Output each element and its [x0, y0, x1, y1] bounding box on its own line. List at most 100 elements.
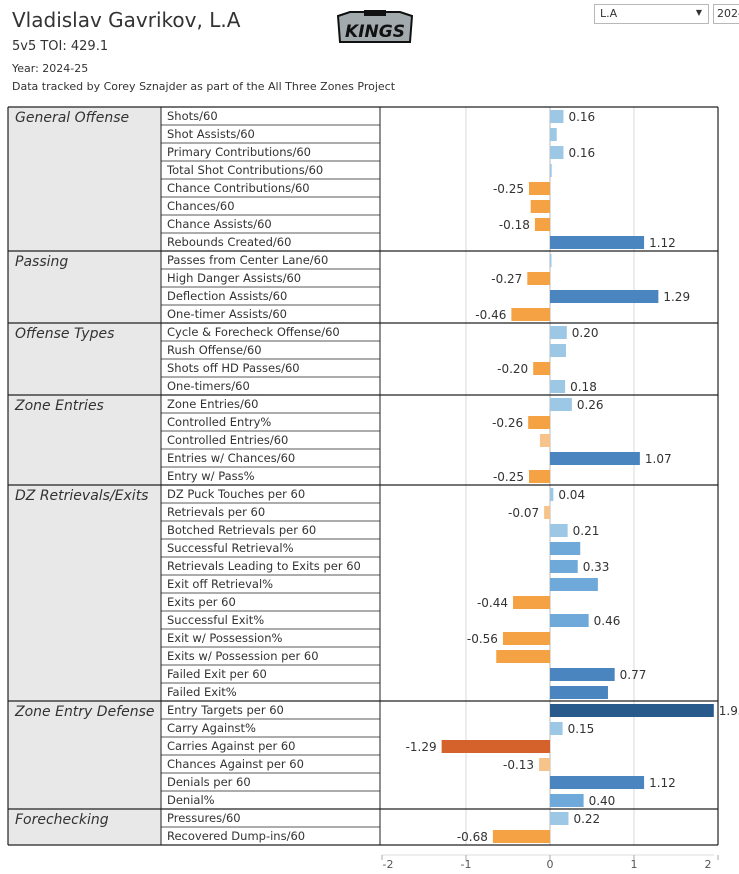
- data-label: 0.77: [620, 668, 647, 682]
- bar: [550, 164, 552, 177]
- bar: [550, 380, 566, 393]
- team-filter-value: L.A: [600, 7, 618, 20]
- data-label: 0.22: [573, 812, 600, 826]
- metric-label: Chance Assists/60: [167, 217, 272, 231]
- data-label: -0.25: [493, 182, 524, 196]
- metric-label: Total Shot Contributions/60: [166, 163, 323, 177]
- metric-label: Shots/60: [167, 109, 218, 123]
- data-label: -0.07: [508, 506, 539, 520]
- data-label: 0.40: [589, 794, 616, 808]
- bar: [550, 812, 569, 825]
- logo-wordmark: KINGS: [345, 22, 405, 42]
- data-label: 0.20: [572, 326, 599, 340]
- bar: [530, 200, 550, 213]
- bar: [550, 398, 572, 411]
- bar: [550, 524, 568, 537]
- data-label: -0.18: [499, 218, 530, 232]
- metric-label: Entries w/ Chances/60: [167, 451, 295, 465]
- x-tick-label: 0: [547, 858, 554, 871]
- data-label: 1.07: [645, 452, 672, 466]
- bar: [550, 110, 564, 123]
- data-label: 0.18: [570, 380, 597, 394]
- metric-label: Exit off Retrieval%: [167, 577, 273, 591]
- data-label: -0.44: [477, 596, 508, 610]
- bar: [550, 344, 566, 357]
- chevron-down-icon: ▼: [695, 8, 702, 17]
- metric-label: Pressures/60: [167, 811, 241, 825]
- bar: [529, 182, 550, 195]
- bar: [528, 416, 550, 429]
- data-label: 0.16: [568, 110, 595, 124]
- metric-label: Retrievals per 60: [167, 505, 265, 519]
- metric-label: Rebounds Created/60: [167, 235, 291, 249]
- metric-label: Cycle & Forecheck Offense/60: [167, 325, 340, 339]
- season-filter-dropdown[interactable]: 2024-25: [713, 4, 739, 24]
- bar: [492, 830, 550, 843]
- metric-label: DZ Puck Touches per 60: [167, 487, 305, 501]
- group-label: Passing: [15, 254, 68, 270]
- bar: [496, 650, 550, 663]
- bar: [550, 722, 563, 735]
- metric-label: Exits w/ Possession per 60: [167, 649, 319, 663]
- bar: [550, 686, 608, 699]
- data-label: 1.95: [719, 704, 739, 718]
- bar: [539, 758, 550, 771]
- x-tick-label: -1: [461, 858, 472, 871]
- data-label: 1.29: [663, 290, 690, 304]
- data-label: 0.04: [558, 488, 585, 502]
- group-label: DZ Retrievals/Exits: [15, 488, 148, 504]
- toi-text: 5v5 TOI: 429.1: [12, 39, 109, 54]
- bar: [529, 470, 550, 483]
- bar: [550, 776, 645, 789]
- metric-label: Entry Targets per 60: [167, 703, 284, 717]
- data-label: 0.21: [573, 524, 600, 538]
- metric-label: Exits per 60: [167, 595, 236, 609]
- x-tick-label: 1: [631, 858, 638, 871]
- metric-label: Deflection Assists/60: [167, 289, 287, 303]
- bar: [550, 668, 615, 681]
- data-label: 0.46: [594, 614, 621, 628]
- metric-label: Passes from Center Lane/60: [167, 253, 328, 267]
- team-filter-dropdown[interactable]: L.A ▼: [594, 4, 709, 24]
- bar: [441, 740, 550, 753]
- x-tick-label: -2: [383, 858, 394, 871]
- data-label: -0.20: [497, 362, 528, 376]
- data-label: -0.56: [467, 632, 498, 646]
- bar: [550, 542, 581, 555]
- data-label: 1.12: [649, 776, 676, 790]
- season-filter-value: 2024-25: [717, 7, 739, 20]
- metric-label: High Danger Assists/60: [167, 271, 301, 285]
- credit-text: Data tracked by Corey Sznajder as part o…: [12, 80, 396, 93]
- metric-label: Primary Contributions/60: [167, 145, 311, 159]
- group-label: Offense Types: [15, 326, 114, 342]
- bar: [550, 452, 640, 465]
- metric-label: One-timers/60: [167, 379, 250, 393]
- metric-label: Controlled Entry%: [167, 415, 271, 429]
- metric-label: Failed Exit per 60: [167, 667, 267, 681]
- bar: [550, 128, 557, 141]
- data-label: -0.27: [491, 272, 522, 286]
- metric-label: Shots off HD Passes/60: [167, 361, 300, 375]
- metric-label: Successful Exit%: [167, 613, 264, 627]
- bar: [550, 236, 645, 249]
- metric-label: Botched Retrievals per 60: [167, 523, 316, 537]
- data-label: -0.26: [492, 416, 523, 430]
- bar: [550, 290, 659, 303]
- data-label: -0.46: [475, 308, 506, 322]
- group-label: General Offense: [15, 110, 129, 126]
- metric-label: Carries Against per 60: [167, 739, 296, 753]
- metric-label: Exit w/ Possession%: [167, 631, 282, 645]
- metric-label: Shot Assists/60: [167, 127, 255, 141]
- metric-label: Retrievals Leading to Exits per 60: [167, 559, 361, 573]
- data-label: 0.15: [568, 722, 595, 736]
- metric-label: Recovered Dump-ins/60: [167, 829, 305, 843]
- metric-label: Carry Against%: [167, 721, 256, 735]
- metric-label: Entry w/ Pass%: [167, 469, 255, 483]
- bar: [513, 596, 550, 609]
- bar: [550, 794, 584, 807]
- x-tick-label: 2: [705, 858, 712, 871]
- data-label: -0.68: [457, 830, 488, 844]
- bar: [534, 218, 550, 231]
- bar: [550, 146, 564, 159]
